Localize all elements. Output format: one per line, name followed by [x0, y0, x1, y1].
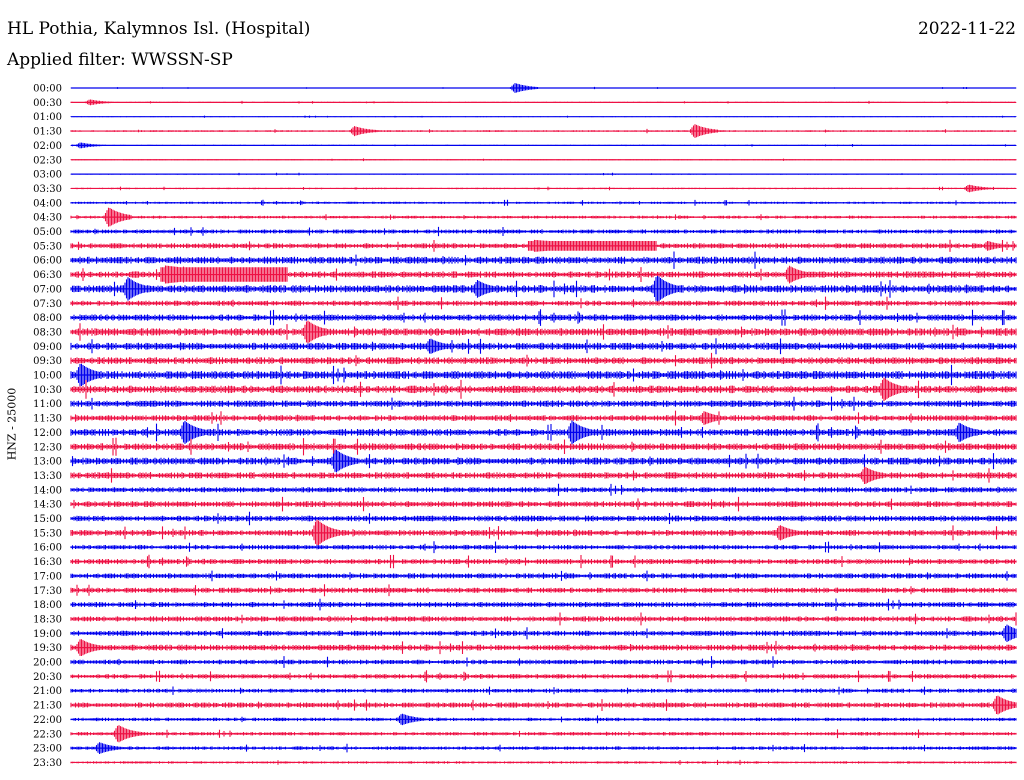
row-time-label: 09:00	[33, 342, 62, 353]
row-time-label: 08:30	[33, 327, 62, 338]
row-time-label: 03:00	[33, 170, 62, 181]
row-time-label: 17:30	[33, 586, 62, 597]
row-time-label: 22:00	[33, 715, 62, 726]
row-time-label: 22:30	[33, 729, 62, 740]
row-time-label: 20:00	[33, 658, 62, 669]
row-time-label: 23:00	[33, 744, 62, 755]
row-time-label: 15:30	[33, 528, 62, 539]
row-time-label: 07:30	[33, 299, 62, 310]
row-time-label: 01:30	[33, 127, 62, 138]
row-time-label: 03:30	[33, 184, 62, 195]
row-time-label: 18:30	[33, 614, 62, 625]
row-time-label: 21:00	[33, 686, 62, 697]
filter-label: Applied filter: WWSSN-SP	[7, 50, 233, 70]
row-time-label: 15:00	[33, 514, 62, 525]
row-time-label: 13:30	[33, 471, 62, 482]
row-time-label: 06:30	[33, 270, 62, 281]
row-time-label: 19:30	[33, 643, 62, 654]
station-title: HL Pothia, Kalymnos Isl. (Hospital)	[7, 19, 311, 39]
row-time-label: 05:30	[33, 241, 62, 252]
row-time-label: 05:00	[33, 227, 62, 238]
row-time-label: 18:00	[33, 600, 62, 611]
row-time-label: 11:30	[33, 414, 62, 425]
row-time-label: 17:00	[33, 571, 62, 582]
date-label: 2022-11-22	[917, 19, 1016, 39]
row-time-label: 13:00	[33, 457, 62, 468]
row-time-label: 01:00	[33, 112, 62, 123]
row-time-label: 21:30	[33, 701, 62, 712]
row-time-label: 14:30	[33, 500, 62, 511]
row-time-label: 08:00	[33, 313, 62, 324]
row-time-label: 16:00	[33, 543, 62, 554]
row-time-label: 20:30	[33, 672, 62, 683]
row-time-label: 10:30	[33, 385, 62, 396]
row-time-label: 23:30	[33, 758, 62, 769]
row-time-label: 06:00	[33, 256, 62, 267]
row-time-label: 02:00	[33, 141, 62, 152]
row-time-label: 12:00	[33, 428, 62, 439]
row-time-label: 02:30	[33, 155, 62, 166]
row-time-label: 09:30	[33, 356, 62, 367]
row-time-label: 12:30	[33, 442, 62, 453]
row-time-label: 16:30	[33, 557, 62, 568]
trace-rows: 00:00 00:30 01:00 01:30 02:00 02:30 03:00 03:30…	[33, 83, 1017, 769]
row-time-label: 00:00	[33, 84, 62, 95]
row-time-label: 04:00	[33, 198, 62, 209]
row-time-label: 10:00	[33, 371, 62, 382]
row-time-label: 14:00	[33, 485, 62, 496]
row-time-label: 04:30	[33, 213, 62, 224]
row-time-label: 11:00	[33, 399, 62, 410]
row-time-label: 19:00	[33, 629, 62, 640]
row-time-label: 07:00	[33, 284, 62, 295]
row-time-label: 00:30	[33, 98, 62, 109]
